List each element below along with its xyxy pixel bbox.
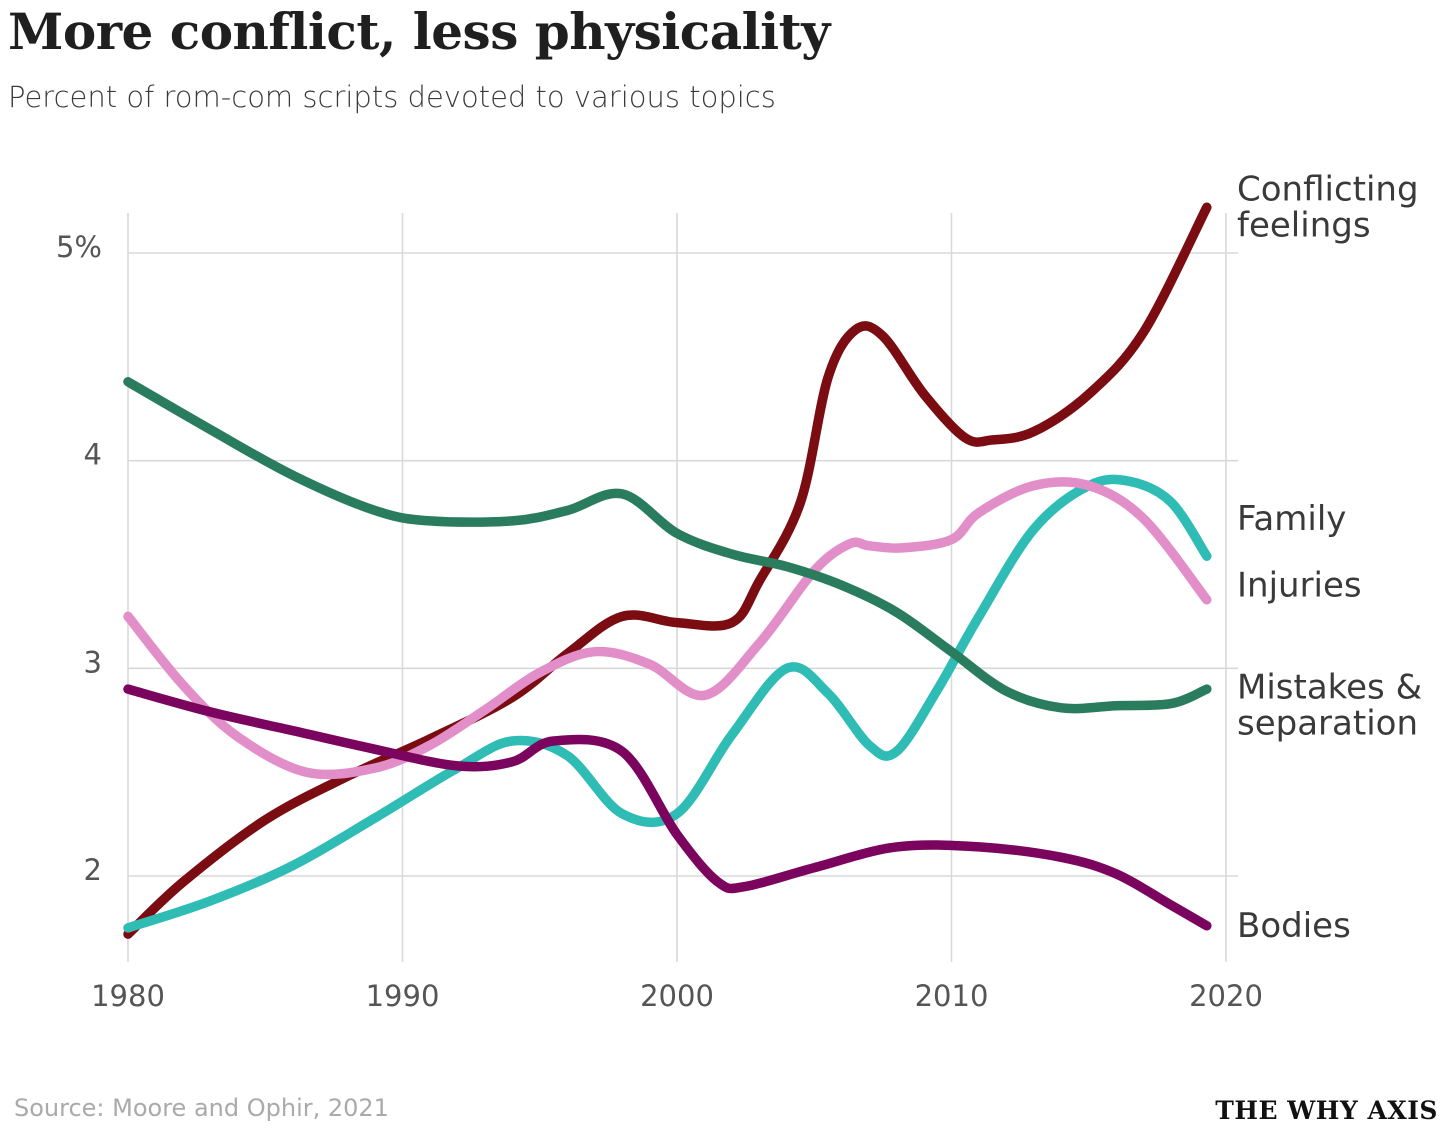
x-tick-label: 2010 bbox=[915, 979, 989, 1013]
y-tick-label: 3 bbox=[84, 645, 102, 679]
y-tick-label: 5% bbox=[56, 230, 102, 264]
series-label-line: feelings bbox=[1237, 205, 1371, 245]
series-labels: Conflicting feelings Family Injuries Mistake… bbox=[1237, 169, 1422, 946]
chart-title: More conflict, less physicality bbox=[8, 2, 830, 61]
x-tick-label: 1990 bbox=[366, 979, 440, 1013]
series-label-line: separation bbox=[1237, 704, 1418, 744]
series-line-bodies bbox=[123, 684, 1212, 931]
grid-lines bbox=[127, 213, 1238, 962]
x-tick-label: 2000 bbox=[640, 979, 714, 1013]
series-label-line: Bodies bbox=[1237, 906, 1351, 946]
line-chart: 1980 1990 2000 2010 2020 2 3 4 5% Conflicting fee… bbox=[56, 169, 1422, 1013]
series-label-line: Injuries bbox=[1237, 565, 1362, 605]
source-note: Source: Moore and Ophir, 2021 bbox=[14, 1094, 389, 1122]
series-line-family bbox=[123, 474, 1212, 933]
chart-subtitle: Percent of rom-com scripts devoted to va… bbox=[8, 80, 776, 114]
series-line-mistakes-separation bbox=[123, 377, 1212, 714]
series-lines bbox=[123, 202, 1212, 939]
series-label-line: Mistakes & bbox=[1237, 668, 1422, 708]
series-label-family: Family bbox=[1237, 499, 1346, 539]
y-tick-label: 4 bbox=[84, 438, 102, 472]
series-label-line: Conflicting bbox=[1237, 169, 1419, 209]
series-label-line: Family bbox=[1237, 499, 1346, 539]
series-label-injuries: Injuries bbox=[1237, 565, 1362, 605]
series-line-injuries bbox=[123, 477, 1212, 780]
x-tick-label: 2020 bbox=[1189, 979, 1263, 1013]
axis-tick-labels: 1980 1990 2000 2010 2020 2 3 4 5% bbox=[56, 230, 1263, 1013]
series-label-bodies: Bodies bbox=[1237, 906, 1351, 946]
brand-logo: THE WHY AXIS bbox=[1215, 1096, 1438, 1125]
x-tick-label: 1980 bbox=[91, 979, 165, 1013]
series-label-conflicting-feelings: Conflicting feelings bbox=[1237, 169, 1419, 245]
series-label-mistakes-separation: Mistakes & separation bbox=[1237, 668, 1422, 744]
y-tick-label: 2 bbox=[84, 853, 102, 887]
